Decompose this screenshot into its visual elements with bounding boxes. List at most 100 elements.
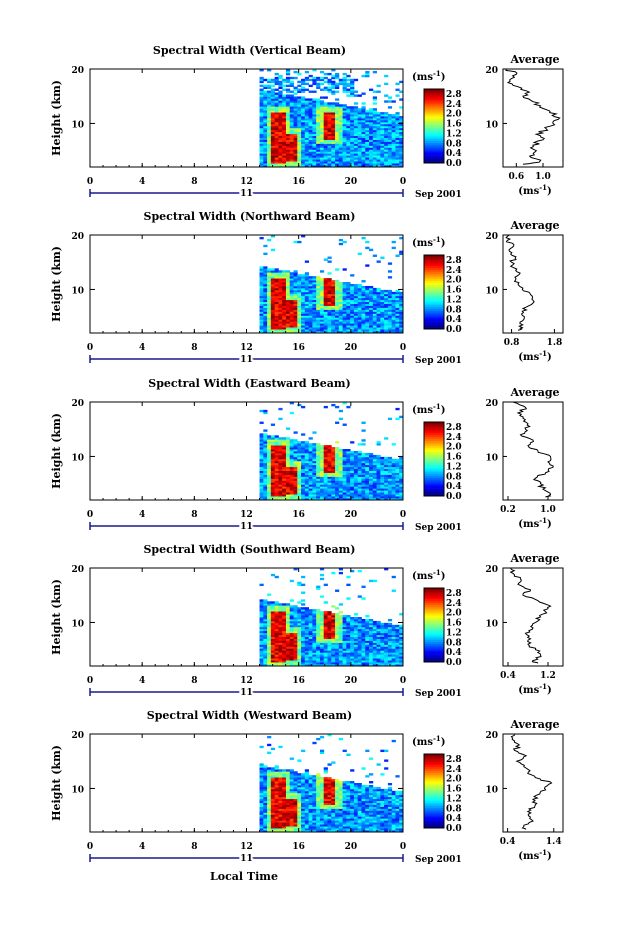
heatmap-cell xyxy=(342,660,347,663)
colorbar-swatch xyxy=(424,103,444,106)
heatmap-cell xyxy=(338,636,343,639)
heatmap-cell xyxy=(301,603,306,606)
heatmap-cell xyxy=(293,127,298,131)
heatmap-cell xyxy=(278,319,283,322)
heatmap-cell xyxy=(380,161,385,164)
heatmap-cell xyxy=(319,595,325,598)
heatmap-cell xyxy=(282,474,287,477)
heatmap-cell xyxy=(335,313,340,316)
heatmap-cell xyxy=(327,299,332,303)
y-tick-label: 10 xyxy=(71,453,84,463)
heatmap-cell xyxy=(312,76,317,80)
heatmap-cell xyxy=(327,648,332,651)
average-frame xyxy=(502,234,564,334)
heatmap-cell xyxy=(267,628,272,632)
heatmap-cell xyxy=(263,252,268,255)
heatmap-cell xyxy=(353,630,359,634)
heatmap-cell xyxy=(304,626,310,630)
heatmap-cell xyxy=(270,268,276,271)
heatmap-cell xyxy=(335,607,340,610)
heatmap-cell xyxy=(357,472,362,475)
heatmap-cell xyxy=(289,278,294,281)
heatmap-cell xyxy=(372,466,377,470)
heatmap-cell xyxy=(372,626,377,630)
heatmap-cell xyxy=(335,329,340,332)
heatmap-cell xyxy=(372,102,377,105)
heatmap-cell xyxy=(301,456,306,460)
heatmap-cell xyxy=(342,76,347,80)
heatmap-cell xyxy=(259,135,264,138)
panel-1: Spectral Width (Vertical Beam)0 4 8 12 16 20 0… xyxy=(50,44,564,201)
heatmap-cell xyxy=(289,484,294,487)
heatmap-cell xyxy=(263,439,268,442)
colorbar-swatch xyxy=(424,105,444,108)
heatmap-cell xyxy=(274,445,279,448)
heatmap-cell xyxy=(361,660,366,663)
heatmap-cell xyxy=(289,658,294,661)
heatmap-cell xyxy=(297,96,302,99)
heatmap-cell xyxy=(387,488,393,491)
heatmap-cell xyxy=(323,110,328,113)
heatmap-cell xyxy=(293,104,298,107)
heatmap-cell xyxy=(319,646,325,649)
heatmap-cell xyxy=(384,325,389,328)
heatmap-cell xyxy=(361,236,366,240)
heatmap-cell xyxy=(259,309,264,312)
heatmap-cell xyxy=(327,311,332,314)
heatmap-cell xyxy=(289,466,294,470)
heatmap-cell xyxy=(395,155,400,158)
heatmap-cell xyxy=(361,462,366,466)
heatmap-cell xyxy=(327,460,332,464)
heatmap-cell xyxy=(263,466,268,470)
heatmap-cell xyxy=(331,449,336,452)
heatmap-cell xyxy=(267,640,272,643)
heatmap-cell xyxy=(399,317,404,320)
heatmap-cell xyxy=(376,466,381,470)
heatmap-cell xyxy=(353,454,359,458)
heatmap-cell xyxy=(365,74,370,78)
x-tick-label: 20 xyxy=(345,343,358,353)
heatmap-cell xyxy=(274,611,279,614)
heatmap-cell xyxy=(319,490,325,493)
heatmap-cell xyxy=(327,638,332,641)
heatmap-cell xyxy=(350,652,355,655)
heatmap-cell xyxy=(323,329,328,332)
heatmap-cell xyxy=(285,447,291,450)
heatmap-cell xyxy=(289,445,294,448)
heatmap-cell xyxy=(365,157,370,160)
heatmap-cell xyxy=(395,482,400,485)
heatmap-cell xyxy=(350,494,355,497)
heatmap-cell xyxy=(327,159,332,162)
heatmap-cell xyxy=(293,116,298,119)
x-tick-label: 8 xyxy=(191,510,197,520)
heatmap-cell xyxy=(274,603,279,606)
heatmap-cell xyxy=(274,664,279,667)
heatmap-cell xyxy=(323,583,328,587)
heatmap-cell xyxy=(293,664,298,667)
heatmap-cell xyxy=(270,456,276,460)
heatmap-cell xyxy=(278,449,283,452)
heatmap-cell xyxy=(372,98,377,101)
heatmap-cell xyxy=(361,141,366,144)
heatmap-cell xyxy=(259,108,264,111)
heatmap-cell xyxy=(267,620,272,624)
heatmap-cell xyxy=(357,149,362,152)
heatmap-cell xyxy=(278,466,283,470)
heatmap-cell xyxy=(259,116,264,119)
heatmap-cell xyxy=(327,82,332,86)
heatmap-cell xyxy=(323,492,328,495)
heatmap-cell xyxy=(372,317,377,320)
heatmap-cell xyxy=(312,443,317,446)
heatmap-cell xyxy=(316,630,321,634)
heatmap-cell xyxy=(353,329,359,332)
heatmap-cell xyxy=(267,648,272,651)
heatmap-cell xyxy=(387,307,393,310)
heatmap-cell xyxy=(361,429,366,432)
heatmap-cell xyxy=(312,319,317,322)
heatmap-cell xyxy=(387,303,393,306)
heatmap-cell xyxy=(274,474,279,477)
heatmap-cell xyxy=(274,331,279,334)
heatmap-cell xyxy=(372,620,377,624)
heatmap-cell xyxy=(308,127,313,131)
heatmap-cell xyxy=(301,291,306,295)
